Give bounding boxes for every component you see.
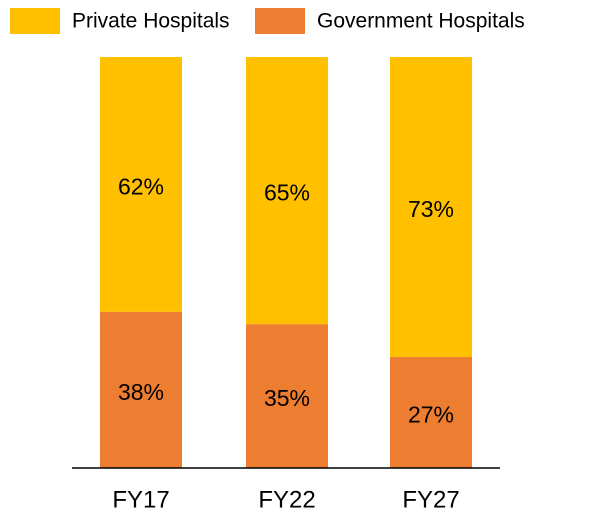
value-label: 73% bbox=[408, 196, 454, 222]
legend-label: Private Hospitals bbox=[72, 10, 230, 33]
bar-segment bbox=[390, 57, 472, 358]
legend-label: Government Hospitals bbox=[317, 10, 525, 33]
value-label: 62% bbox=[118, 173, 164, 199]
bar-segment bbox=[246, 324, 328, 468]
value-label: 65% bbox=[264, 180, 310, 206]
bar-segment bbox=[390, 357, 472, 468]
bar-segment bbox=[100, 57, 182, 312]
value-label: 38% bbox=[118, 379, 164, 405]
legend-swatch bbox=[10, 8, 60, 34]
legend-swatch bbox=[255, 8, 305, 34]
value-label: 35% bbox=[264, 385, 310, 411]
x-tick-label: FY17 bbox=[112, 486, 169, 513]
bar-segment bbox=[100, 311, 182, 468]
bar-segment bbox=[246, 57, 328, 325]
x-tick-label: FY22 bbox=[258, 486, 315, 513]
value-label: 27% bbox=[408, 402, 454, 428]
x-tick-label: FY27 bbox=[402, 486, 459, 513]
